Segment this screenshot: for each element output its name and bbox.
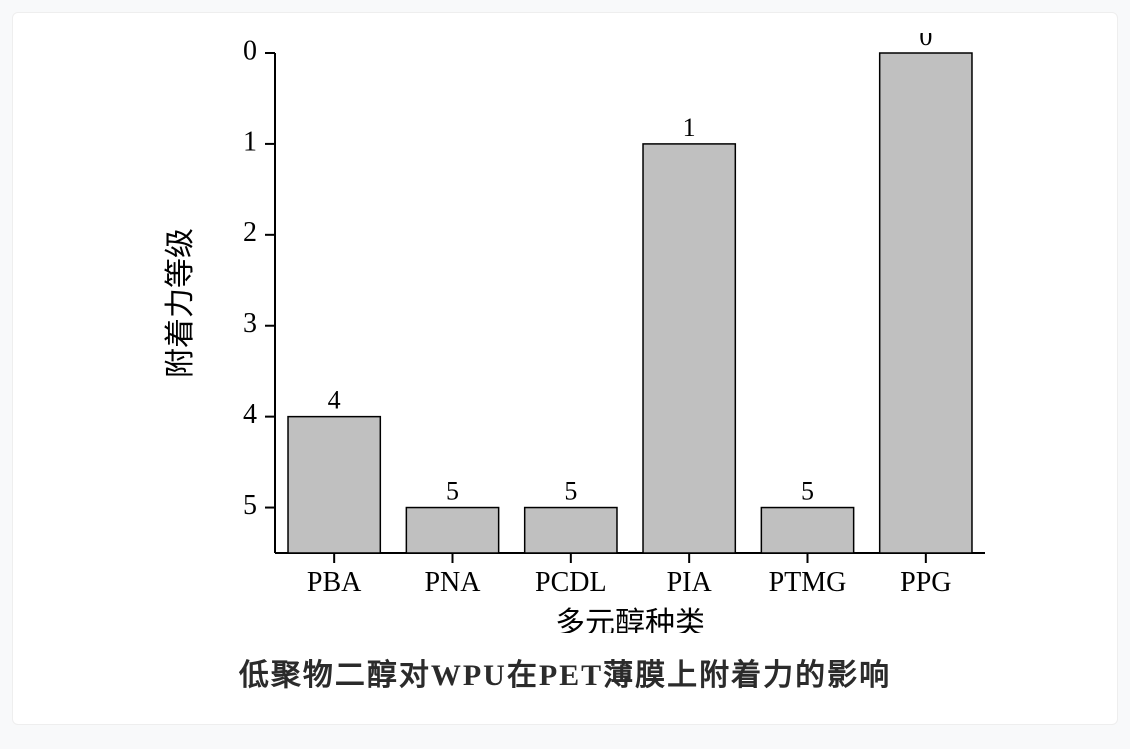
chart-card: 0 1 2 3 4 5 附着力等级 4 PBA 5 PNA 5 PCDL 1 PIA 5 PTMG 0 PPG 多元醇… bbox=[12, 12, 1118, 725]
x-tick-label: PBA bbox=[307, 567, 362, 598]
bar-value-label: 1 bbox=[683, 113, 696, 142]
bar-value-label: 5 bbox=[446, 477, 459, 506]
bar-value-label: 0 bbox=[919, 33, 932, 51]
bar-value-label: 4 bbox=[328, 386, 341, 415]
y-axis-label: 附着力等级 bbox=[164, 228, 197, 378]
x-tick-label: PNA bbox=[424, 567, 481, 598]
y-tick-label: 4 bbox=[243, 399, 257, 430]
y-tick-label: 3 bbox=[243, 308, 257, 339]
x-tick-label: PTMG bbox=[769, 567, 847, 598]
bar bbox=[761, 508, 853, 553]
figure-caption: 低聚物二醇对WPU在PET薄膜上附着力的影响 bbox=[13, 650, 1117, 694]
x-tick-label: PPG bbox=[900, 567, 951, 598]
bar-value-label: 5 bbox=[564, 477, 577, 506]
y-tick-label: 0 bbox=[243, 35, 257, 66]
x-tick-label: PCDL bbox=[535, 567, 607, 598]
bar bbox=[406, 508, 498, 553]
bar-value-label: 5 bbox=[801, 477, 814, 506]
bar-chart: 0 1 2 3 4 5 附着力等级 4 PBA 5 PNA 5 PCDL 1 PIA 5 PTMG 0 PPG 多元醇… bbox=[115, 33, 1015, 633]
bar bbox=[525, 508, 617, 553]
x-tick-label: PIA bbox=[667, 567, 713, 598]
chart-container: 0 1 2 3 4 5 附着力等级 4 PBA 5 PNA 5 PCDL 1 PIA 5 PTMG 0 PPG 多元醇… bbox=[115, 33, 1015, 638]
bar bbox=[288, 417, 380, 553]
bar bbox=[880, 53, 972, 553]
y-tick-label: 1 bbox=[243, 126, 257, 157]
bar bbox=[643, 144, 735, 553]
y-tick-label: 5 bbox=[243, 490, 257, 521]
y-tick-label: 2 bbox=[243, 217, 257, 248]
x-axis-label: 多元醇种类 bbox=[555, 607, 705, 633]
